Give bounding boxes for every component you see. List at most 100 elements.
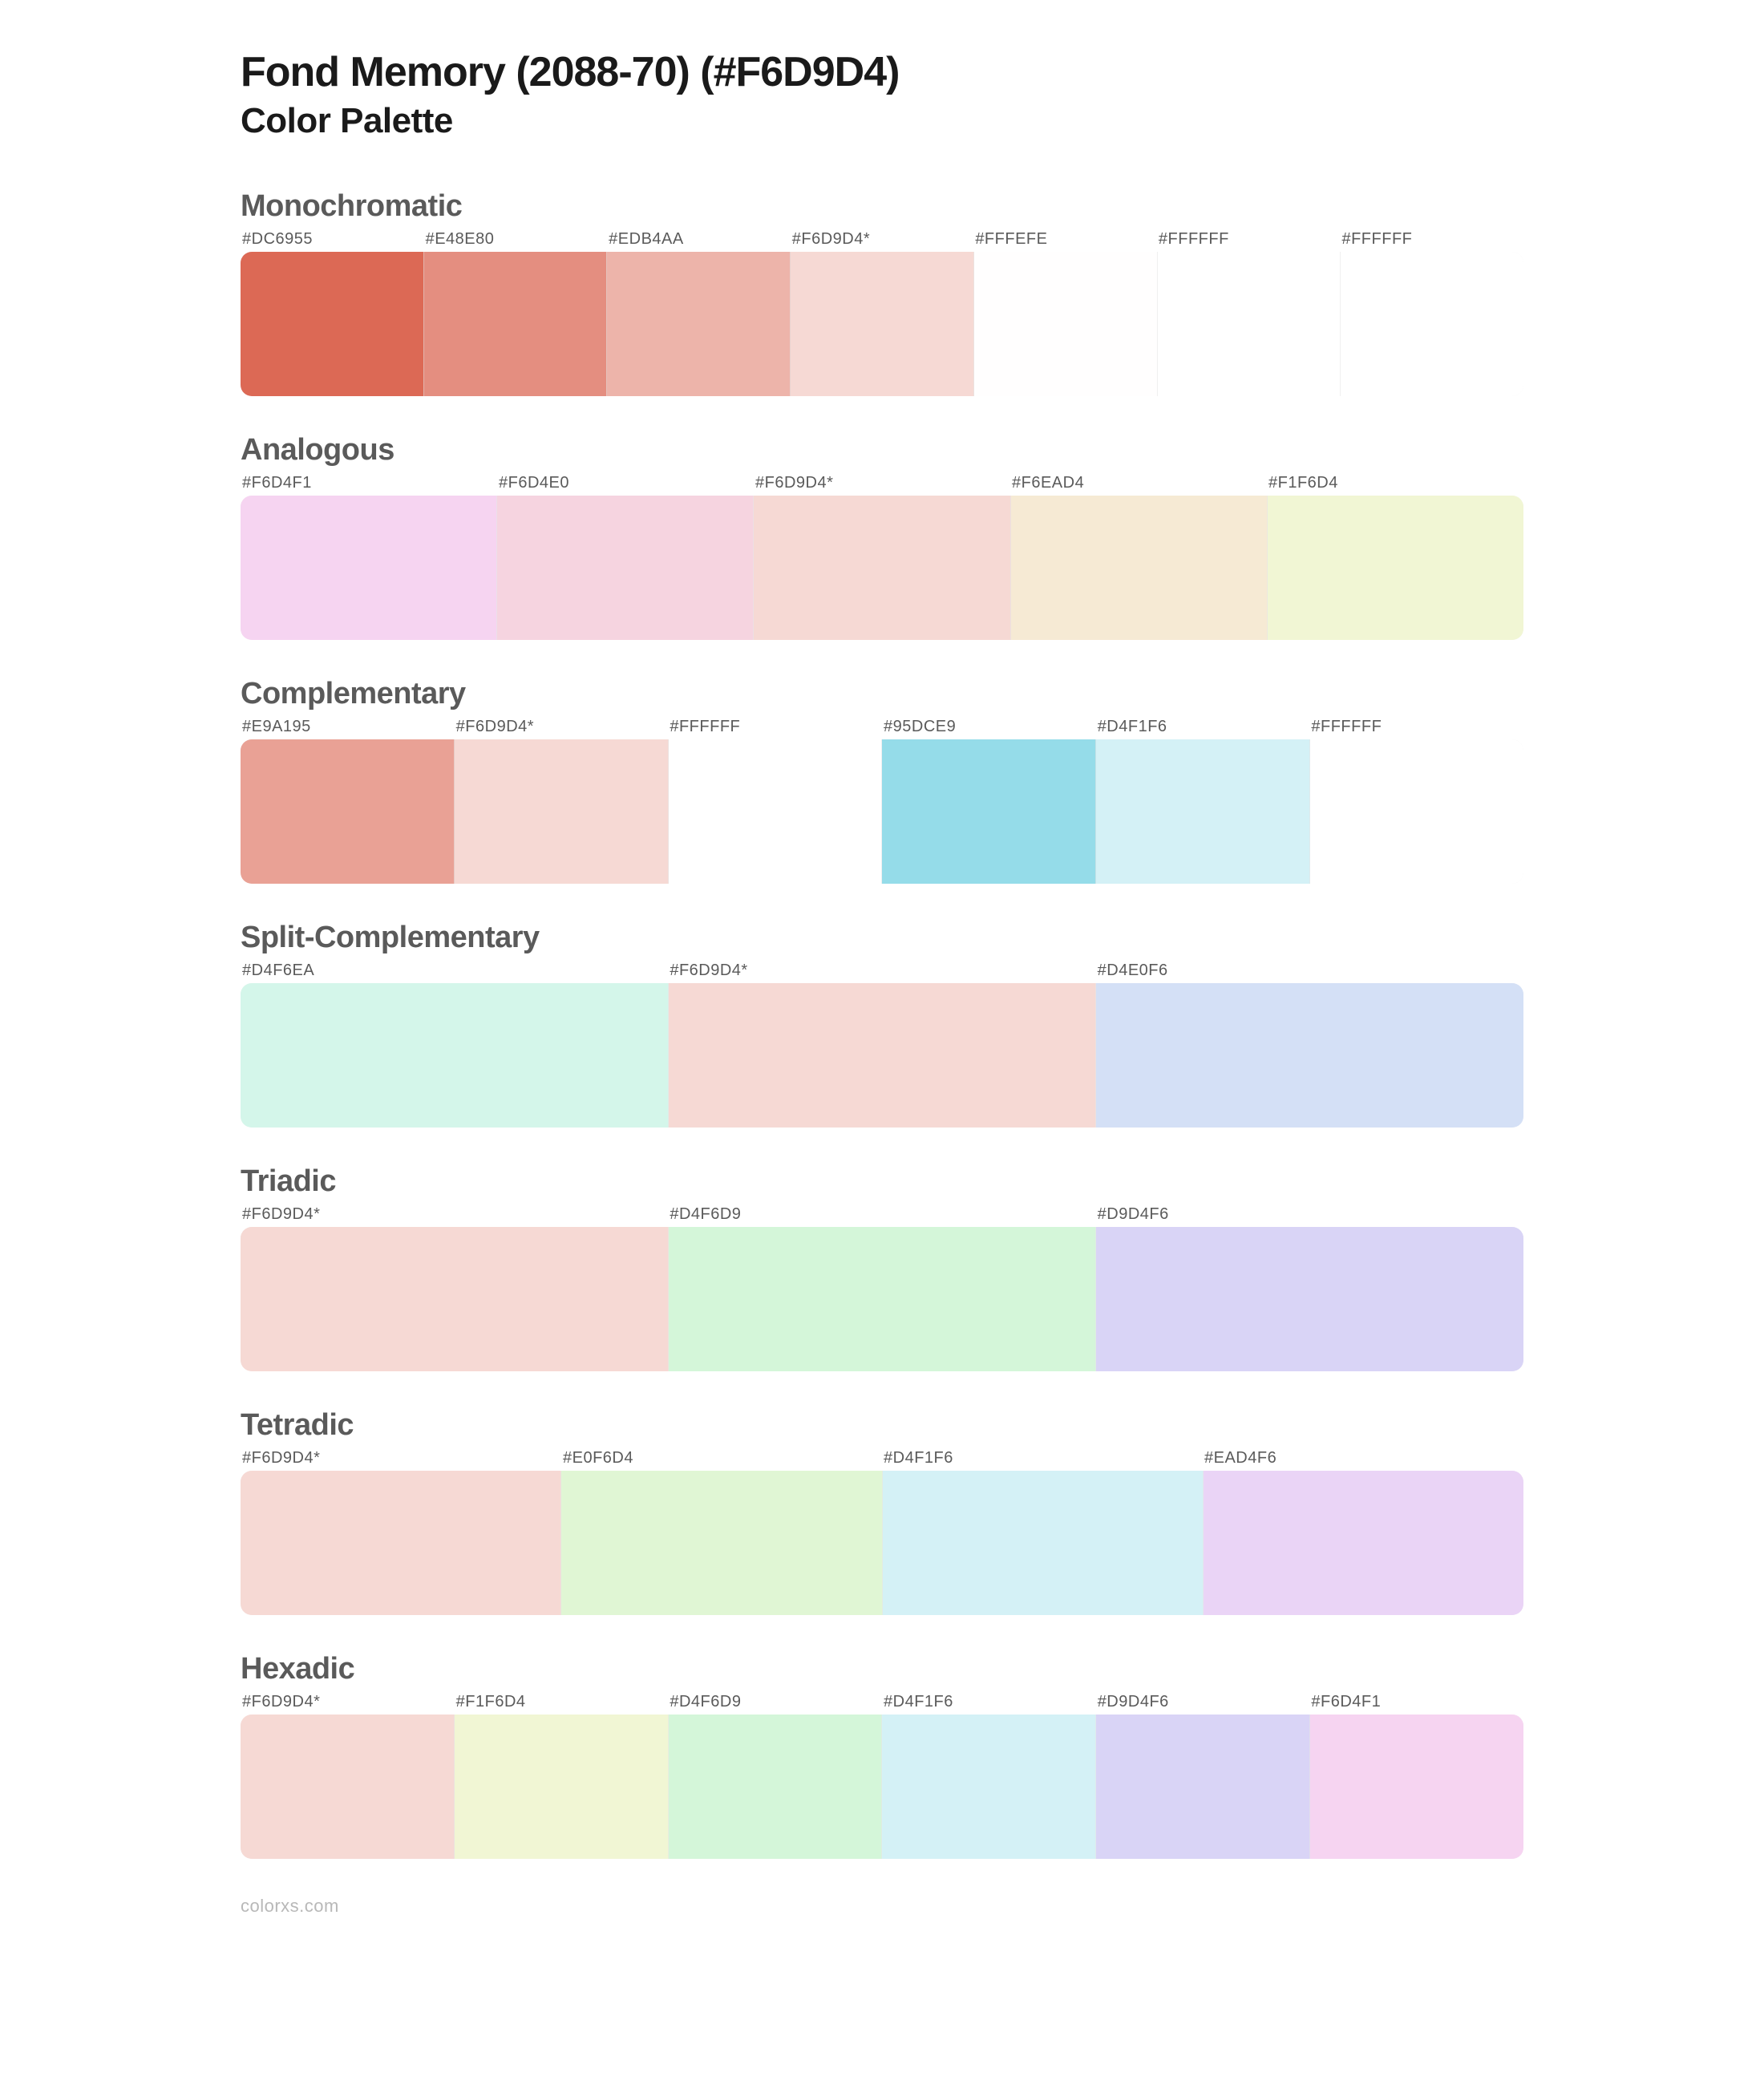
color-swatch[interactable]: [1310, 1715, 1523, 1859]
swatch-label: #FFFFFF: [1157, 230, 1341, 249]
swatch-label: #F6D9D4*: [241, 1205, 668, 1224]
swatch-label: #D9D4F6: [1096, 1693, 1310, 1711]
swatch-label: #D4F1F6: [882, 1693, 1096, 1711]
color-swatch[interactable]: [669, 739, 883, 884]
color-swatch[interactable]: [1096, 1715, 1310, 1859]
group-title: Monochromatic: [241, 189, 1523, 224]
group-title: Triadic: [241, 1164, 1523, 1199]
color-swatch[interactable]: [754, 496, 1010, 640]
swatch-label: #95DCE9: [882, 718, 1096, 736]
palette-group: Analogous #F6D4F1#F6D4E0#F6D9D4*#F6EAD4#F…: [241, 433, 1523, 640]
color-swatch[interactable]: [241, 983, 669, 1128]
color-swatch[interactable]: [791, 252, 974, 396]
swatch-label: #D4F1F6: [1096, 718, 1310, 736]
color-swatch[interactable]: [241, 252, 424, 396]
color-swatch[interactable]: [241, 496, 497, 640]
swatch-row: [241, 1471, 1523, 1615]
swatch-row: [241, 1715, 1523, 1859]
swatch-label: #F6D9D4*: [754, 474, 1010, 492]
labels-row: #DC6955#E48E80#EDB4AA#F6D9D4*#FFFEFE#FFF…: [241, 230, 1523, 249]
swatch-row: [241, 983, 1523, 1128]
swatch-label: #E48E80: [424, 230, 608, 249]
color-swatch[interactable]: [1096, 983, 1523, 1128]
footer-credit: colorxs.com: [241, 1896, 1523, 1917]
swatch-label: #EDB4AA: [607, 230, 791, 249]
color-swatch[interactable]: [1204, 1471, 1523, 1615]
swatch-label: #F6D9D4*: [791, 230, 974, 249]
labels-row: #F6D9D4*#D4F6D9#D9D4F6: [241, 1205, 1523, 1224]
color-swatch[interactable]: [561, 1471, 882, 1615]
swatch-label: #F6D9D4*: [668, 962, 1095, 980]
swatch-label: #F6D4E0: [497, 474, 754, 492]
labels-row: #F6D4F1#F6D4E0#F6D9D4*#F6EAD4#F1F6D4: [241, 474, 1523, 492]
color-swatch[interactable]: [669, 1227, 1097, 1371]
page-subtitle: Color Palette: [241, 101, 1523, 141]
color-swatch[interactable]: [455, 739, 669, 884]
swatch-label: #F6D4F1: [241, 474, 497, 492]
color-swatch[interactable]: [883, 1471, 1204, 1615]
swatch-row: [241, 496, 1523, 640]
color-swatch[interactable]: [241, 739, 455, 884]
palette-group: Complementary #E9A195#F6D9D4*#FFFFFF#95DC…: [241, 677, 1523, 884]
color-swatch[interactable]: [1341, 252, 1523, 396]
color-swatch[interactable]: [241, 1227, 669, 1371]
group-title: Analogous: [241, 433, 1523, 468]
swatch-label: #F6D9D4*: [241, 1449, 561, 1468]
group-title: Complementary: [241, 677, 1523, 711]
swatch-label: #D4F1F6: [882, 1449, 1203, 1468]
color-swatch[interactable]: [241, 1715, 455, 1859]
color-swatch[interactable]: [1011, 496, 1268, 640]
swatch-row: [241, 252, 1523, 396]
palette-group: Monochromatic #DC6955#E48E80#EDB4AA#F6D9D…: [241, 189, 1523, 396]
color-swatch[interactable]: [882, 1715, 1096, 1859]
swatch-label: #F1F6D4: [1267, 474, 1523, 492]
color-swatch[interactable]: [669, 983, 1097, 1128]
swatch-label: #FFFFFF: [1340, 230, 1523, 249]
swatch-row: [241, 1227, 1523, 1371]
color-swatch[interactable]: [1158, 252, 1341, 396]
page-title: Fond Memory (2088-70) (#F6D9D4): [241, 48, 1523, 96]
color-swatch[interactable]: [669, 1715, 883, 1859]
swatch-label: #D4F6D9: [668, 1693, 882, 1711]
palette-group: Split-Complementary #D4F6EA#F6D9D4*#D4E0F…: [241, 921, 1523, 1128]
swatch-label: #D4F6D9: [668, 1205, 1095, 1224]
color-swatch[interactable]: [424, 252, 608, 396]
swatch-label: #EAD4F6: [1203, 1449, 1523, 1468]
group-title: Split-Complementary: [241, 921, 1523, 955]
palette-page: Fond Memory (2088-70) (#F6D9D4) Color Pa…: [0, 0, 1764, 2085]
swatch-label: #E9A195: [241, 718, 455, 736]
swatch-label: #F1F6D4: [455, 1693, 669, 1711]
group-title: Hexadic: [241, 1652, 1523, 1686]
swatch-label: #F6D9D4*: [241, 1693, 455, 1711]
labels-row: #F6D9D4*#E0F6D4#D4F1F6#EAD4F6: [241, 1449, 1523, 1468]
color-swatch[interactable]: [455, 1715, 669, 1859]
color-swatch[interactable]: [241, 1471, 561, 1615]
palette-group: Hexadic #F6D9D4*#F1F6D4#D4F6D9#D4F1F6#D9D…: [241, 1652, 1523, 1859]
swatch-label: #F6D4F1: [1309, 1693, 1523, 1711]
color-swatch[interactable]: [882, 739, 1096, 884]
labels-row: #D4F6EA#F6D9D4*#D4E0F6: [241, 962, 1523, 980]
swatch-row: [241, 739, 1523, 884]
color-swatch[interactable]: [1268, 496, 1523, 640]
swatch-label: #D4E0F6: [1096, 962, 1523, 980]
color-swatch[interactable]: [1096, 739, 1310, 884]
swatch-label: #FFFEFE: [973, 230, 1157, 249]
swatch-label: #DC6955: [241, 230, 424, 249]
swatch-label: #FFFFFF: [1309, 718, 1523, 736]
color-swatch[interactable]: [1096, 1227, 1523, 1371]
color-swatch[interactable]: [1310, 739, 1523, 884]
color-swatch[interactable]: [974, 252, 1158, 396]
swatch-label: #D9D4F6: [1096, 1205, 1523, 1224]
labels-row: #E9A195#F6D9D4*#FFFFFF#95DCE9#D4F1F6#FFF…: [241, 718, 1523, 736]
group-title: Tetradic: [241, 1408, 1523, 1443]
swatch-label: #E0F6D4: [561, 1449, 882, 1468]
palette-groups: Monochromatic#DC6955#E48E80#EDB4AA#F6D9D…: [241, 189, 1523, 1859]
swatch-label: #FFFFFF: [668, 718, 882, 736]
swatch-label: #F6EAD4: [1010, 474, 1267, 492]
color-swatch[interactable]: [497, 496, 754, 640]
color-swatch[interactable]: [607, 252, 791, 396]
palette-group: Tetradic #F6D9D4*#E0F6D4#D4F1F6#EAD4F6: [241, 1408, 1523, 1615]
swatch-label: #D4F6EA: [241, 962, 668, 980]
labels-row: #F6D9D4*#F1F6D4#D4F6D9#D4F1F6#D9D4F6#F6D…: [241, 1693, 1523, 1711]
palette-group: Triadic #F6D9D4*#D4F6D9#D9D4F6: [241, 1164, 1523, 1371]
